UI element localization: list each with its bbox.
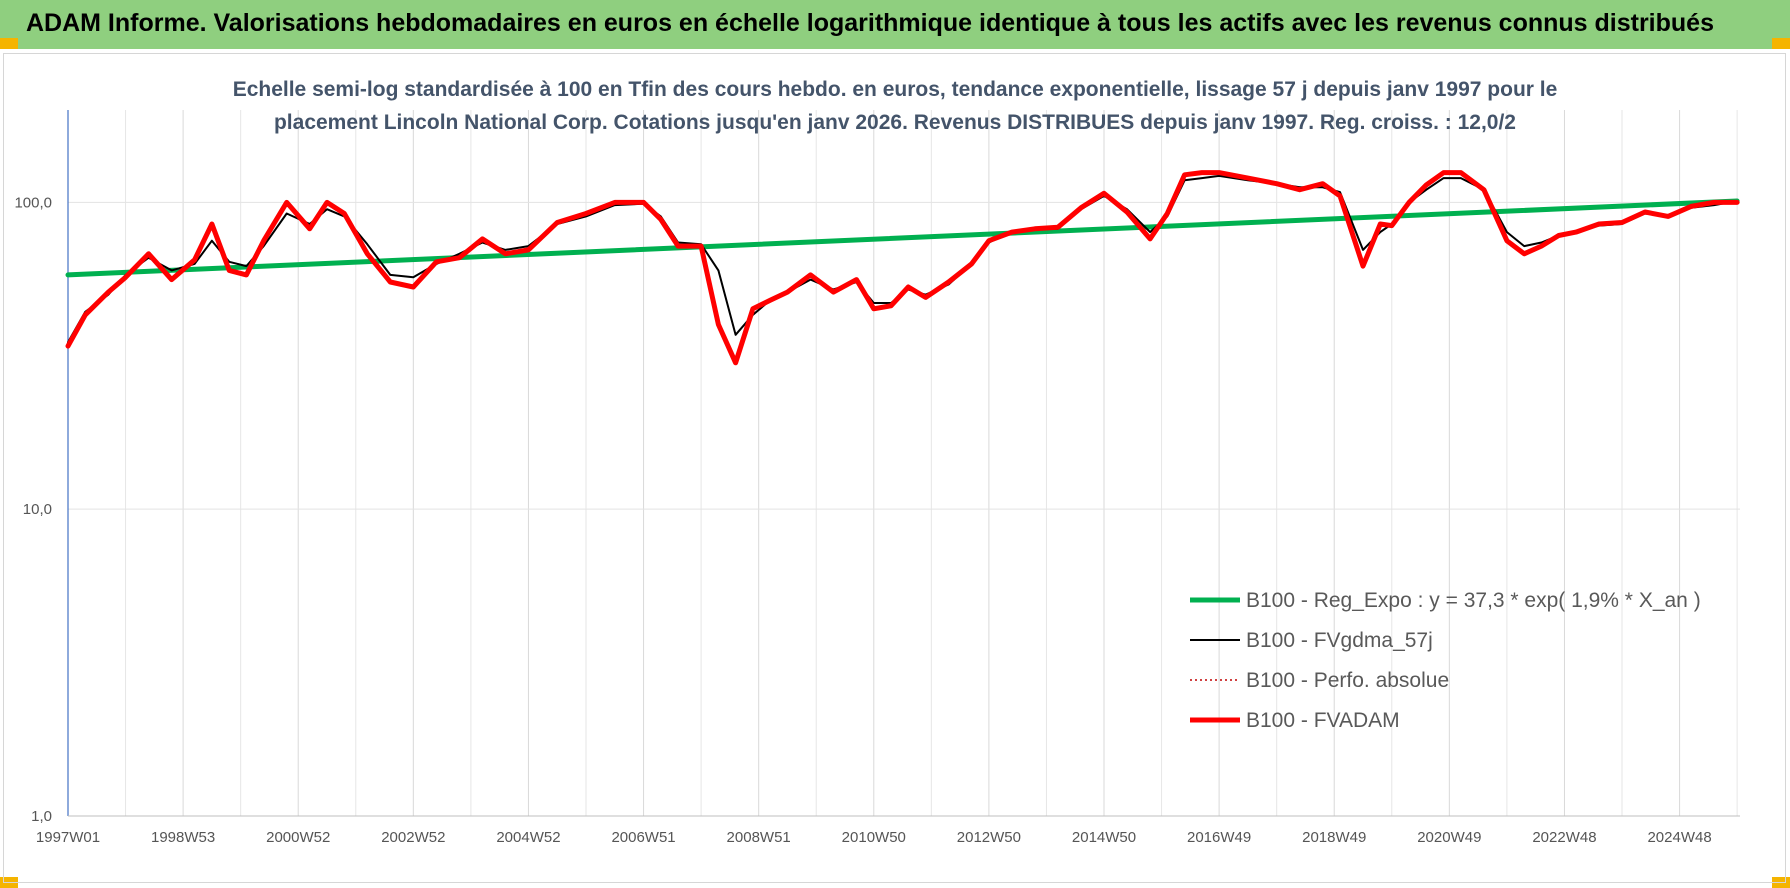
page-title: ADAM Informe. Valorisations hebdomadaire… [26,9,1714,37]
chart-title-line-2: placement Lincoln National Corp. Cotatio… [274,111,1516,134]
legend: B100 - Reg_Expo : y = 37,3 * exp( 1,9% *… [1190,589,1701,732]
x-tick-label: 2000W52 [266,829,330,846]
x-tick-label: 2006W51 [611,829,675,846]
x-tick-label: 2012W50 [957,829,1021,846]
legend-label-0: B100 - Reg_Expo : y = 37,3 * exp( 1,9% *… [1246,589,1701,612]
x-tick-label: 2014W50 [1072,829,1136,846]
x-tick-label: 2024W48 [1647,829,1711,846]
x-tick-label: 2016W49 [1187,829,1251,846]
x-tick-label: 2008W51 [727,829,791,846]
x-tick-label: 2020W49 [1417,829,1481,846]
x-tick-label: 2010W50 [842,829,906,846]
legend-label-2: B100 - Perfo. absolue [1246,669,1449,692]
series-line-0 [65,198,1740,278]
x-tick-label: 2002W52 [381,829,445,846]
chart-title: Echelle semi-log standardisée à 100 en T… [233,78,1558,134]
corner-marker-top-right [1772,38,1790,49]
y-tick-label: 100,0 [14,194,52,211]
series-layer [65,170,1740,366]
y-tick-label: 1,0 [31,808,52,825]
corner-marker-top-left [0,38,18,49]
chart-title-line-1: Echelle semi-log standardisée à 100 en T… [233,78,1558,101]
chart-frame [3,53,1786,883]
legend-label-1: B100 - FVgdma_57j [1246,629,1433,652]
x-tick-label: 2004W52 [496,829,560,846]
x-tick-label: 1998W53 [151,829,215,846]
axes: 1,0 10,0 100,0 1997W01 1998W53 2000W52 2002W52… [14,110,1740,846]
legend-label-3: B100 - FVADAM [1246,709,1400,732]
x-tick-label: 2018W49 [1302,829,1366,846]
series-line-3 [65,170,1740,366]
header-bar: ADAM Informe. Valorisations hebdomadaire… [0,0,1790,49]
x-tick-label: 2022W48 [1532,829,1596,846]
y-tick-label: 10,0 [23,501,52,518]
x-tick-label: 1997W01 [36,829,100,846]
